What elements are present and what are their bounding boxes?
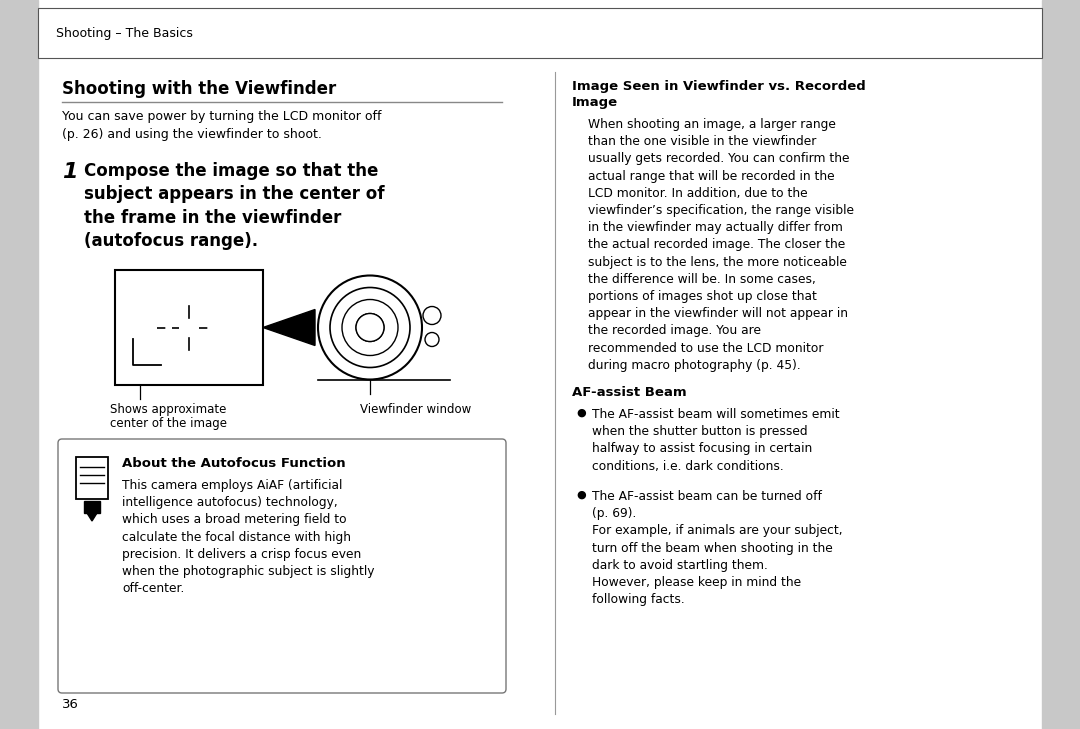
Circle shape: [330, 287, 410, 367]
Bar: [38, 8, 1042, 58]
Text: Image: Image: [572, 96, 618, 109]
Text: Shows approximate: Shows approximate: [110, 403, 227, 416]
Text: The AF-assist beam can be turned off
(p. 69).
For example, if animals are your s: The AF-assist beam can be turned off (p.…: [592, 490, 842, 607]
Bar: [84, 501, 100, 513]
Text: When shooting an image, a larger range
than the one visible in the viewfinder
us: When shooting an image, a larger range t…: [588, 118, 854, 372]
Text: 1: 1: [62, 162, 78, 182]
Text: Shooting – The Basics: Shooting – The Basics: [56, 26, 193, 39]
Text: AF-assist Beam: AF-assist Beam: [572, 386, 687, 399]
Polygon shape: [87, 513, 97, 521]
Text: Viewfinder window: Viewfinder window: [360, 403, 471, 416]
FancyBboxPatch shape: [58, 439, 507, 693]
Bar: [1042, 0, 1080, 729]
Text: 36: 36: [62, 698, 79, 711]
Text: This camera employs AiAF (artificial
intelligence autofocus) technology,
which u: This camera employs AiAF (artificial int…: [122, 479, 375, 595]
Circle shape: [356, 313, 384, 341]
Circle shape: [423, 306, 441, 324]
Polygon shape: [264, 310, 315, 346]
Text: About the Autofocus Function: About the Autofocus Function: [122, 457, 346, 470]
Bar: [0, 0, 38, 729]
Text: Image Seen in Viewfinder vs. Recorded: Image Seen in Viewfinder vs. Recorded: [572, 80, 866, 93]
Text: ●: ●: [576, 408, 585, 418]
Circle shape: [342, 300, 399, 356]
Text: The AF-assist beam will sometimes emit
when the shutter button is pressed
halfwa: The AF-assist beam will sometimes emit w…: [592, 408, 839, 472]
Circle shape: [318, 276, 422, 380]
Bar: [76, 457, 108, 499]
Text: You can save power by turning the LCD monitor off
(p. 26) and using the viewfind: You can save power by turning the LCD mo…: [62, 110, 381, 141]
Text: Shooting with the Viewfinder: Shooting with the Viewfinder: [62, 80, 336, 98]
Text: Compose the image so that the
subject appears in the center of
the frame in the : Compose the image so that the subject ap…: [84, 162, 384, 250]
Circle shape: [426, 332, 438, 346]
Circle shape: [356, 313, 384, 341]
Bar: [114, 270, 264, 385]
Text: ●: ●: [576, 490, 585, 500]
Text: center of the image: center of the image: [110, 417, 227, 430]
